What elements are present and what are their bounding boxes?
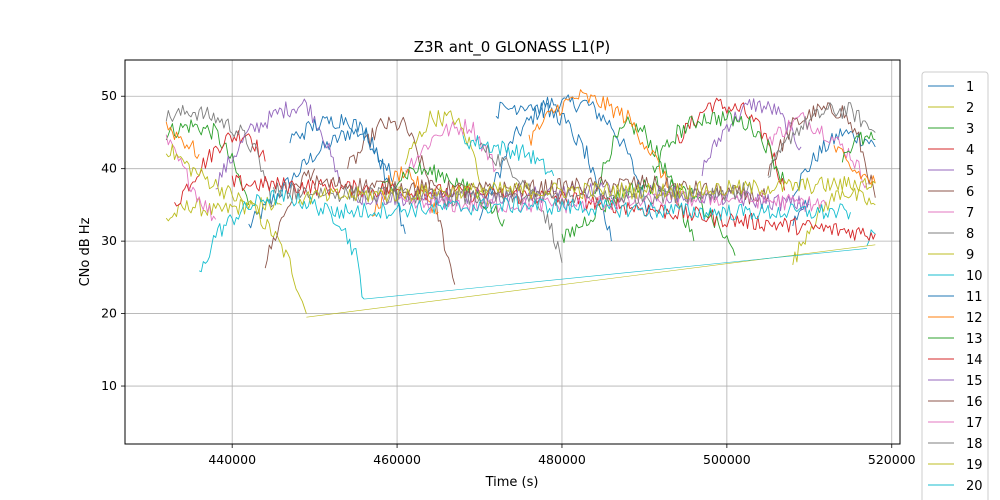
series-line	[264, 168, 316, 269]
series-line	[297, 175, 876, 206]
series-19	[297, 175, 876, 206]
grid	[125, 60, 900, 444]
series-14	[231, 174, 876, 241]
series-line	[652, 110, 786, 184]
series-line	[841, 131, 876, 163]
chart-title: Z3R ant_0 GLONASS L1(P)	[414, 38, 611, 57]
series-line	[495, 101, 612, 242]
x-tick-label: 440000	[208, 452, 256, 467]
series-line	[767, 112, 868, 189]
x-tick-label: 500000	[703, 452, 751, 467]
plot-frame	[124, 59, 901, 445]
legend-label: 7	[966, 206, 974, 221]
legend-label: 12	[966, 311, 983, 326]
y-tick-label: 30	[101, 233, 117, 248]
series-9	[165, 110, 876, 265]
legend-box	[921, 71, 989, 500]
series-10	[199, 135, 876, 300]
series-16	[314, 174, 769, 205]
x-tick-label: 460000	[373, 452, 421, 467]
legend-label: 13	[966, 332, 983, 347]
legend-label: 15	[966, 374, 983, 389]
legend-label: 20	[966, 479, 983, 494]
series-layer	[165, 89, 876, 318]
series-line	[165, 104, 274, 208]
legend-label: 6	[966, 185, 974, 200]
legend-label: 16	[966, 395, 983, 410]
y-tick-label: 40	[101, 161, 117, 176]
series-line	[833, 145, 876, 185]
series-line	[866, 229, 876, 246]
series-line	[272, 181, 753, 207]
series-line	[199, 189, 365, 300]
series-line	[314, 174, 769, 205]
legend-label: 2	[966, 101, 974, 116]
series-line	[404, 110, 489, 205]
series-line	[289, 113, 390, 184]
y-axis: 10 20 30 40 50	[101, 88, 125, 393]
plot-area: 440000 460000 480000 500000 520000 10 20 30 40 5…	[101, 59, 916, 467]
series-line	[165, 143, 282, 213]
series-line	[792, 187, 876, 265]
legend-label: 18	[966, 437, 983, 452]
legend-label: 11	[966, 290, 983, 305]
legend-label: 17	[966, 416, 983, 431]
x-tick-label: 480000	[538, 452, 586, 467]
legend-label: 14	[966, 353, 983, 368]
legend-items: 123456789101112131415161718192021	[928, 80, 983, 494]
series-line	[701, 98, 802, 177]
series-line	[165, 134, 217, 222]
legend-label: 4	[966, 143, 974, 158]
legend-label: 1	[966, 80, 974, 95]
series-line	[528, 89, 678, 206]
series-line	[165, 119, 250, 206]
series-line	[330, 195, 851, 221]
legend-label: 19	[966, 458, 983, 473]
series-line	[165, 121, 200, 159]
y-tick-label: 50	[101, 88, 117, 103]
series-line	[215, 98, 340, 190]
legend-label: 9	[966, 248, 974, 263]
y-tick-label: 20	[101, 306, 117, 321]
legend: 123456789101112131415161718192021	[921, 71, 989, 500]
series-20	[330, 195, 851, 221]
series-5	[215, 98, 802, 190]
series-18	[272, 181, 753, 207]
legend-label: 3	[966, 122, 974, 137]
series-line	[364, 248, 868, 300]
y-axis-label: CNo dB Hz	[78, 217, 93, 286]
legend-label: 8	[966, 227, 974, 242]
x-axis: 440000 460000 480000 500000 520000	[208, 444, 916, 467]
series-7	[165, 112, 868, 222]
series-line	[347, 116, 456, 285]
series-line	[380, 162, 505, 227]
series-line	[231, 174, 876, 241]
legend-label: 5	[966, 164, 974, 179]
series-line	[479, 94, 654, 221]
x-tick-label: 520000	[868, 452, 916, 467]
y-tick-label: 10	[101, 378, 117, 393]
series-line	[792, 128, 876, 198]
series-line	[165, 198, 307, 314]
x-axis-label: Time (s)	[485, 475, 539, 490]
series-line	[462, 135, 555, 177]
series-line	[405, 118, 497, 173]
series-line	[767, 102, 876, 178]
legend-label: 10	[966, 269, 983, 284]
